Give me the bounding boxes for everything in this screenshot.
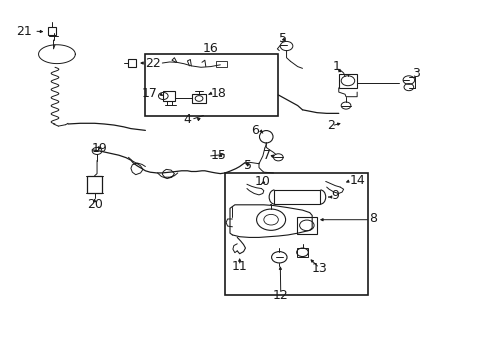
Bar — [274, 190, 320, 204]
Text: 22: 22 — [145, 57, 161, 69]
Text: 5: 5 — [244, 159, 252, 172]
Text: 4: 4 — [183, 113, 191, 126]
Text: 5: 5 — [279, 32, 286, 45]
Bar — [145, 54, 278, 116]
Text: 1: 1 — [332, 60, 340, 73]
Text: 8: 8 — [368, 212, 376, 225]
Bar — [296, 248, 308, 257]
Text: 11: 11 — [231, 260, 247, 273]
Bar — [87, 176, 102, 193]
Text: 12: 12 — [272, 289, 288, 302]
Text: 6: 6 — [251, 124, 259, 137]
Text: 21: 21 — [16, 24, 32, 38]
Text: 16: 16 — [203, 42, 218, 55]
Bar — [338, 74, 356, 88]
Text: 7: 7 — [263, 149, 270, 162]
Text: 20: 20 — [86, 198, 102, 211]
Bar — [216, 61, 226, 67]
Text: 3: 3 — [411, 67, 419, 80]
Text: 17: 17 — [142, 87, 157, 100]
Bar — [192, 94, 205, 103]
Bar — [224, 173, 367, 295]
Text: 15: 15 — [210, 149, 226, 162]
Text: 9: 9 — [331, 189, 339, 202]
Text: 13: 13 — [311, 262, 326, 275]
Text: 18: 18 — [210, 87, 226, 100]
Text: 2: 2 — [327, 118, 335, 131]
Text: 14: 14 — [349, 174, 365, 186]
Text: 19: 19 — [91, 141, 107, 154]
Bar — [296, 217, 316, 234]
Bar — [163, 91, 175, 101]
Text: 10: 10 — [254, 175, 270, 188]
Bar — [48, 27, 56, 35]
Bar — [128, 59, 136, 67]
